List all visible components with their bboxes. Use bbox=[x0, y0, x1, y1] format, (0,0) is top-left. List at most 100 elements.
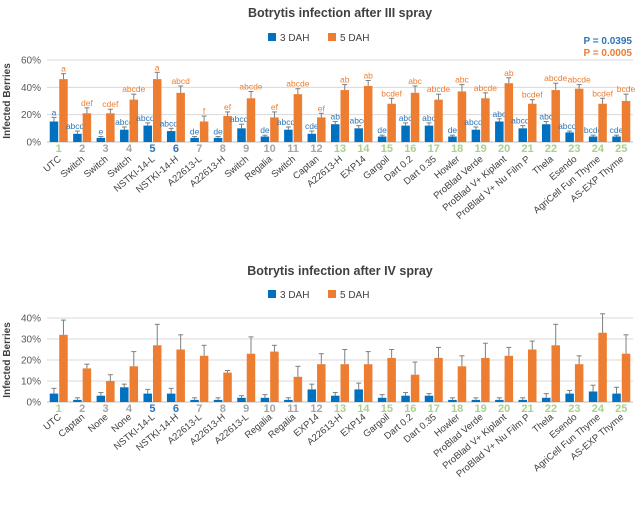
bar-5dah bbox=[223, 116, 232, 142]
treatment-number: 6 bbox=[173, 143, 179, 155]
significance-letter-3dah: abc bbox=[399, 113, 413, 123]
treatment-number: 8 bbox=[220, 143, 226, 155]
treatment-number: 25 bbox=[615, 143, 627, 155]
bar-5dah bbox=[270, 117, 279, 142]
treatment-number: 12 bbox=[310, 143, 322, 155]
bar-5dah bbox=[621, 101, 631, 142]
significance-letter-5dah: cdef bbox=[102, 99, 119, 109]
significance-letter-3dah: de bbox=[190, 127, 200, 137]
category-label: Switch bbox=[82, 154, 111, 180]
treatment-number: 5 bbox=[149, 403, 155, 415]
treatment-number: 18 bbox=[451, 143, 463, 155]
category-label: Regalia bbox=[266, 411, 298, 441]
bar-3dah bbox=[518, 399, 528, 402]
treatment-number: 1 bbox=[56, 403, 62, 415]
category-label: Switch bbox=[59, 154, 88, 180]
bar-3dah bbox=[213, 399, 223, 402]
bar-3dah bbox=[237, 397, 246, 402]
bar-5dah bbox=[176, 349, 185, 402]
significance-letter-3dah: abcde bbox=[511, 116, 534, 126]
y-tick-label: 0% bbox=[27, 398, 42, 409]
significance-letter-5dah: abcde bbox=[239, 81, 262, 91]
treatment-number: 17 bbox=[428, 143, 440, 155]
bar-3dah bbox=[96, 137, 106, 142]
chart-1: Botrytis infection after III spray 3 DAH 5… bbox=[2, 6, 636, 222]
treatment-number: 11 bbox=[287, 403, 299, 415]
bar-5dah bbox=[82, 368, 92, 402]
significance-letter-5dah: abcd bbox=[171, 76, 190, 86]
y-tick-label: 30% bbox=[21, 335, 41, 346]
significance-letter-3dah: abcd bbox=[115, 117, 134, 127]
bar-3dah bbox=[166, 393, 176, 402]
legend-label-5dah: 5 DAH bbox=[340, 290, 369, 301]
bar-5dah bbox=[246, 353, 256, 402]
significance-letter-3dah: de bbox=[448, 125, 458, 135]
significance-letter-3dah: cde bbox=[305, 121, 319, 131]
treatment-number: 24 bbox=[592, 143, 605, 155]
bar-5dah bbox=[340, 364, 349, 402]
bar-5dah bbox=[340, 90, 349, 142]
treatment-number: 10 bbox=[264, 403, 276, 415]
significance-letter-3dah: abc bbox=[539, 112, 553, 122]
treatment-number: 20 bbox=[498, 143, 510, 155]
treatment-number: 2 bbox=[79, 143, 85, 155]
bar-5dah bbox=[82, 113, 92, 142]
bar-3dah bbox=[143, 125, 152, 142]
significance-letter-5dah: a bbox=[155, 62, 160, 72]
bar-3dah bbox=[401, 395, 410, 402]
significance-letter-5dah: abcde bbox=[474, 83, 497, 93]
bar-3dah bbox=[377, 136, 387, 142]
treatment-number: 23 bbox=[568, 403, 580, 415]
significance-letter-5dah: f bbox=[203, 106, 206, 116]
bar-5dah bbox=[199, 121, 209, 142]
bar-5dah bbox=[598, 103, 607, 142]
y-tick-label: 20% bbox=[21, 356, 41, 367]
bar-3dah bbox=[354, 389, 363, 402]
significance-letter-3dah: de bbox=[377, 125, 387, 135]
bar-3dah bbox=[518, 128, 528, 142]
category-label: Regalia bbox=[243, 153, 275, 183]
bar-3dah bbox=[143, 393, 152, 402]
y-tick-label: 60% bbox=[21, 56, 41, 67]
bar-5dah bbox=[152, 79, 162, 142]
bar-5dah bbox=[317, 364, 326, 402]
bar-3dah bbox=[401, 125, 410, 142]
treatment-number: 16 bbox=[404, 403, 416, 415]
significance-letter-3dah: abcde bbox=[230, 114, 253, 124]
significance-letter-3dah: abcde bbox=[160, 118, 183, 128]
bar-3dah bbox=[120, 129, 129, 142]
bar-3dah bbox=[331, 395, 340, 402]
legend-swatch-3dah bbox=[268, 33, 276, 41]
bar-5dah bbox=[410, 374, 420, 402]
bar-3dah bbox=[120, 387, 129, 402]
bar-3dah bbox=[612, 136, 621, 142]
significance-letter-5dah: bcdef bbox=[592, 88, 613, 98]
treatment-number: 7 bbox=[196, 143, 202, 155]
bar-5dah bbox=[129, 366, 139, 402]
bar-3dah bbox=[49, 393, 59, 402]
bar-3dah bbox=[495, 121, 504, 142]
legend-label-3dah: 3 DAH bbox=[280, 290, 309, 301]
bar-3dah bbox=[213, 137, 223, 142]
significance-letter-3dah: abc bbox=[422, 113, 436, 123]
treatment-number: 21 bbox=[521, 403, 533, 415]
treatment-number: 13 bbox=[334, 143, 346, 155]
bar-5dah bbox=[270, 351, 279, 402]
treatment-number: 21 bbox=[521, 143, 533, 155]
significance-letter-3dah: de bbox=[213, 127, 223, 137]
bar-3dah bbox=[260, 397, 270, 402]
legend-label-3dah: 3 DAH bbox=[280, 33, 309, 44]
significance-letter-5dah: abc bbox=[408, 76, 422, 86]
treatment-number: 9 bbox=[243, 403, 249, 415]
bar-3dah bbox=[49, 121, 59, 142]
bar-3dah bbox=[73, 133, 82, 142]
bar-5dah bbox=[363, 364, 373, 402]
treatment-number: 15 bbox=[381, 403, 393, 415]
treatment-number: 1 bbox=[56, 143, 62, 155]
bar-3dah bbox=[307, 389, 317, 402]
significance-letter-3dah: de bbox=[260, 125, 270, 135]
significance-letter-5dah: bcdef bbox=[381, 88, 402, 98]
significance-letter-5dah: def bbox=[81, 98, 93, 108]
